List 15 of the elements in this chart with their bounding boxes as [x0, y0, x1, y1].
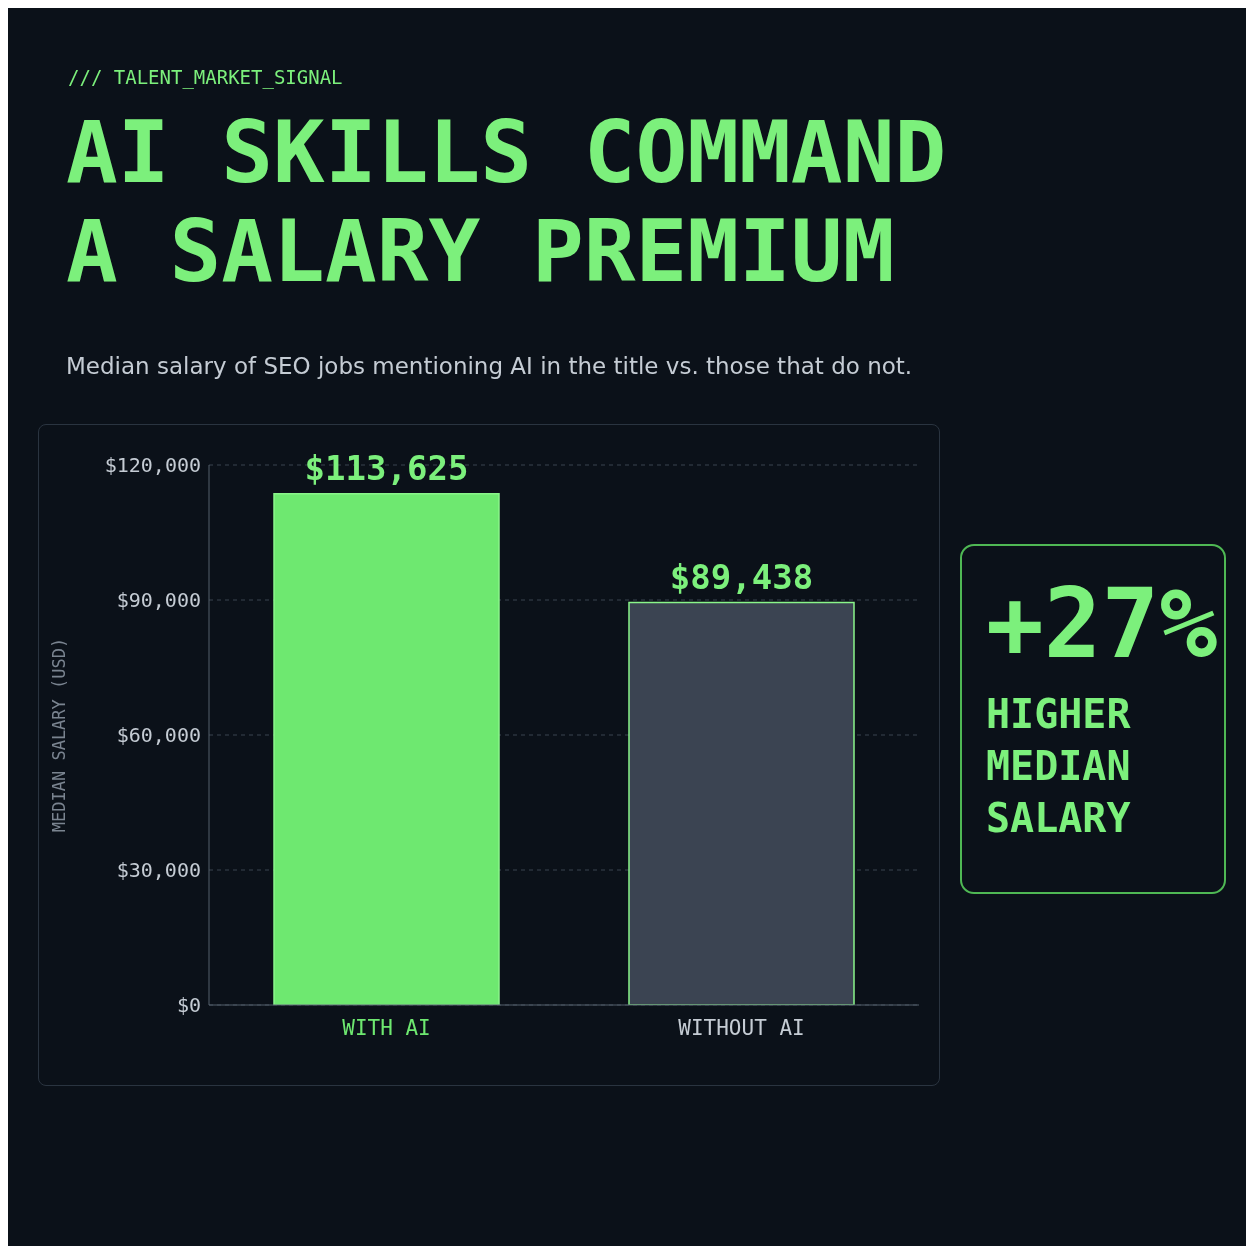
y-tick-label: $90,000 — [116, 588, 201, 613]
text: +27% — [986, 568, 1219, 680]
chart-title: AI SKILLS COMMAND A SALARY PREMIUM — [66, 102, 948, 301]
y-axis-title: MEDIAN SALARY (USD) — [49, 637, 70, 833]
y-tick-label: $0 — [176, 993, 201, 1018]
y-tick-label: $30,000 — [116, 858, 201, 883]
text: /// TALENT_MARKET_SIGNAL — [68, 66, 343, 88]
x-tick-label: WITH AI — [342, 1016, 431, 1040]
data-label: $113,625 — [304, 447, 469, 488]
text: HIGHER MEDIAN SALARY — [986, 690, 1132, 843]
y-tick-label: $60,000 — [116, 723, 201, 748]
y-tick-label: $120,000 — [104, 453, 201, 478]
data-label: $89,438 — [669, 556, 814, 597]
chart-subtitle: Median salary of SEO jobs mentioning AI in the title vs. those that do not. — [66, 353, 913, 379]
x-tick-label: WITHOUT AI — [678, 1016, 805, 1040]
